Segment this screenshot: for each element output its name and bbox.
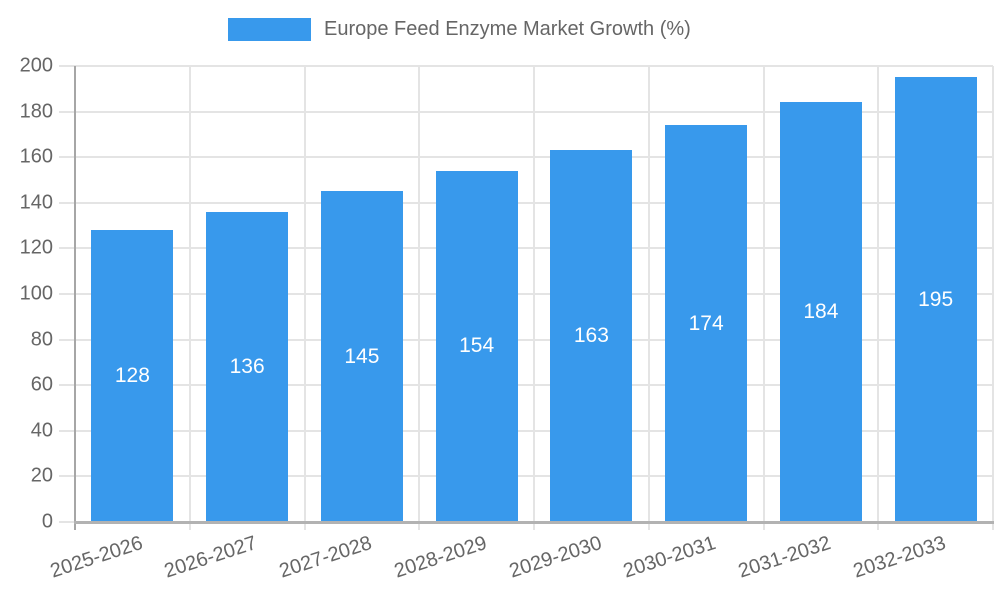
bar-value-label: 163 — [573, 324, 609, 348]
x-axis-tick-label: 2031-2032 — [735, 532, 834, 583]
legend-label: Europe Feed Enzyme Market Growth (%) — [324, 18, 691, 40]
x-gridline — [992, 66, 994, 530]
y-axis-tick-label: 40 — [30, 419, 53, 442]
y-gridline — [59, 293, 993, 295]
x-gridline — [647, 66, 650, 530]
y-gridline — [59, 201, 993, 204]
x-gridline — [877, 66, 880, 530]
y-axis-tick-label: 60 — [30, 373, 53, 396]
x-gridline — [762, 66, 765, 530]
y-gridline — [59, 65, 993, 67]
x-gridline — [303, 66, 306, 530]
legend-item[interactable]: Europe Feed Enzyme Market Growth (%) — [228, 18, 691, 41]
y-gridline — [59, 247, 993, 250]
y-gridline — [59, 429, 993, 432]
x-gridline — [188, 66, 191, 530]
x-axis-tick-label: 2032-2033 — [850, 532, 949, 583]
x-axis-tick-label: 2025-2026 — [47, 532, 146, 583]
y-axis-tick-label: 80 — [30, 328, 53, 351]
bar-value-label: 154 — [459, 334, 495, 358]
bar: 195 — [894, 77, 977, 522]
y-axis-line — [74, 66, 76, 530]
x-axis-tick-label: 2027-2028 — [276, 532, 375, 583]
bar-value-label: 128 — [114, 364, 150, 388]
x-axis-tick-label: 2028-2029 — [391, 532, 490, 583]
y-axis-tick-label: 0 — [41, 510, 53, 533]
bar: 163 — [550, 150, 633, 522]
bar-value-label: 136 — [229, 354, 265, 378]
bar-value-label: 174 — [688, 311, 724, 335]
y-axis-tick-label: 20 — [30, 464, 53, 487]
y-axis-tick-label: 140 — [19, 191, 53, 214]
x-gridline — [418, 66, 421, 530]
y-axis-tick-label: 200 — [19, 54, 53, 77]
x-gridline — [533, 66, 535, 530]
y-axis-tick-label: 160 — [19, 145, 53, 168]
bar-value-label: 195 — [918, 287, 954, 311]
bar: 154 — [435, 170, 518, 522]
bar: 136 — [206, 211, 289, 522]
bar: 174 — [665, 125, 748, 522]
y-gridline — [59, 384, 993, 387]
bar-value-label: 145 — [344, 344, 380, 368]
y-gridline — [59, 110, 993, 113]
bar-value-label: 184 — [803, 300, 839, 324]
y-gridline — [59, 338, 993, 341]
y-axis-tick-label: 180 — [19, 100, 53, 123]
bar: 145 — [320, 191, 403, 522]
bar: 184 — [779, 102, 862, 522]
bar: 128 — [91, 230, 174, 522]
x-axis-tick-label: 2029-2030 — [506, 532, 605, 583]
x-axis-tick-label: 2026-2027 — [162, 532, 260, 583]
y-gridline — [59, 156, 993, 159]
x-axis-tick-label: 2030-2031 — [621, 532, 719, 583]
y-axis-tick-label: 100 — [19, 282, 53, 305]
y-gridline — [59, 475, 993, 478]
y-axis-tick-label: 120 — [19, 236, 53, 259]
x-axis-line — [74, 521, 994, 524]
legend-swatch-icon — [228, 18, 311, 41]
